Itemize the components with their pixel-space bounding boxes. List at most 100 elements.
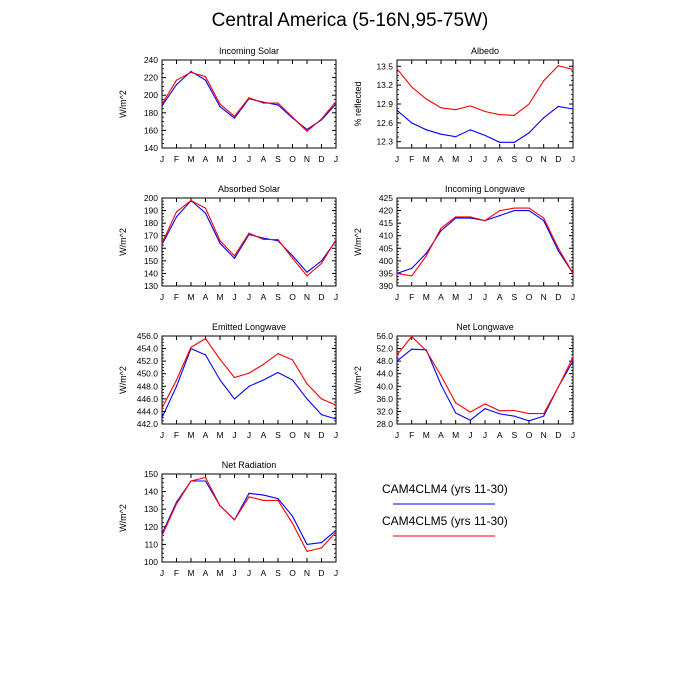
data-point [306, 271, 308, 273]
y-tick-label: 442.0 [137, 419, 159, 429]
y-axis-label: W/m^2 [118, 90, 128, 118]
data-point [204, 79, 207, 81]
data-point [469, 105, 471, 107]
data-point [291, 116, 294, 118]
data-point [499, 410, 501, 412]
data-point [572, 272, 574, 275]
x-tick-label: A [203, 292, 209, 302]
data-point [411, 336, 413, 338]
data-point [543, 413, 545, 415]
data-point [190, 346, 192, 348]
x-tick-label: J [571, 430, 575, 440]
x-tick-label: D [318, 154, 324, 164]
data-point [557, 250, 559, 252]
data-point [469, 411, 471, 413]
data-point [484, 110, 486, 113]
data-point [277, 102, 279, 104]
series-line-clm5 [396, 65, 574, 116]
data-point [469, 217, 471, 219]
series-line-clm4 [161, 70, 337, 131]
x-tick-label: D [318, 430, 324, 440]
data-point [204, 207, 207, 209]
y-tick-label: 12.3 [376, 137, 393, 147]
x-tick-label: D [555, 292, 561, 302]
panel-title: Albedo [471, 46, 499, 56]
data-point [219, 103, 221, 105]
data-point [204, 212, 207, 214]
y-tick-label: 160 [144, 125, 158, 135]
data-point [320, 547, 323, 549]
y-tick-label: 410 [379, 231, 393, 241]
data-point [484, 220, 486, 222]
data-point [425, 350, 427, 352]
x-tick-label: J [232, 430, 236, 440]
x-tick-label: F [174, 430, 179, 440]
y-tick-label: 12.6 [376, 118, 393, 128]
data-point [557, 247, 559, 249]
data-point [513, 209, 515, 212]
data-point [557, 386, 559, 388]
x-tick-label: J [571, 292, 575, 302]
y-axis-label: W/m^2 [353, 228, 363, 256]
data-point [425, 129, 427, 131]
panel-absorbed-solar: Absorbed Solar W/m^2 130 140 150 160 170 180 190… [118, 184, 338, 302]
x-tick-label: M [423, 292, 430, 302]
data-point [440, 230, 442, 232]
x-tick-label: S [275, 568, 281, 578]
data-point [440, 384, 442, 386]
data-point [513, 141, 515, 143]
y-tick-label: 200 [144, 193, 158, 203]
data-point [484, 408, 486, 410]
data-point [396, 109, 398, 111]
x-tick-label: O [289, 430, 296, 440]
x-tick-label: M [216, 154, 223, 164]
y-tick-label: 190 [144, 206, 158, 216]
data-point [262, 494, 265, 496]
y-tick-label: 240 [144, 55, 158, 65]
x-tick-label: J [468, 430, 472, 440]
data-point [175, 211, 178, 213]
x-tick-label: M [452, 154, 459, 164]
data-point [291, 257, 294, 259]
x-tick-label: J [160, 154, 164, 164]
data-point [335, 404, 337, 406]
data-point [411, 122, 413, 124]
y-tick-label: 425 [379, 193, 393, 203]
series-line-clm5 [396, 207, 574, 277]
y-tick-label: 170 [144, 231, 158, 241]
y-tick-label: 130 [144, 504, 158, 514]
y-tick-label: 160 [144, 243, 158, 253]
data-point [455, 216, 457, 218]
data-point [233, 398, 236, 400]
data-point [455, 136, 457, 138]
data-point [513, 415, 515, 417]
data-point [543, 217, 545, 219]
data-point [161, 535, 163, 537]
data-point [248, 385, 250, 387]
x-tick-label: J [232, 292, 236, 302]
data-point [219, 242, 221, 244]
data-point [233, 257, 236, 259]
data-point [175, 216, 178, 218]
page-title: Central America (5-16N,95-75W) [211, 10, 489, 31]
data-point [248, 372, 250, 374]
data-point [233, 519, 236, 521]
data-point [499, 141, 501, 143]
data-point [320, 398, 323, 400]
data-point [291, 522, 294, 524]
x-tick-label: M [187, 292, 194, 302]
data-point [291, 255, 294, 257]
y-tick-label: 100 [144, 557, 158, 567]
y-axis-label: W/m^2 [118, 228, 128, 256]
x-tick-label: M [423, 430, 430, 440]
data-point [219, 379, 221, 381]
x-tick-label: J [334, 154, 338, 164]
data-point [528, 132, 530, 134]
x-tick-label: F [174, 292, 179, 302]
data-point [262, 102, 265, 104]
data-point [440, 107, 442, 109]
data-point [248, 492, 250, 494]
y-axis-label: % reflected [353, 81, 363, 126]
panel-title: Incoming Longwave [445, 184, 525, 194]
data-point [396, 360, 398, 362]
